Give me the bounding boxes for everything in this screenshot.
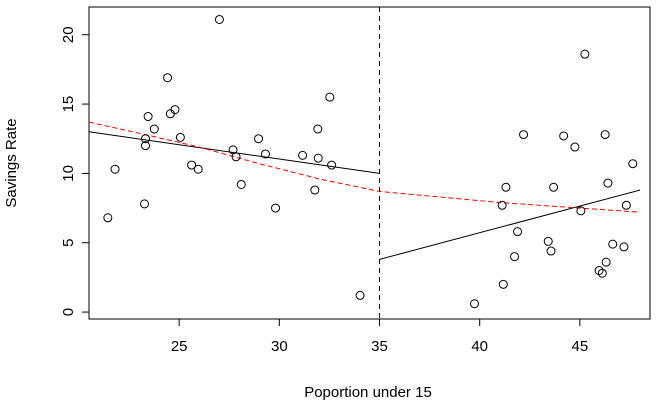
data-point [570,142,580,152]
data-point [261,149,271,159]
y-tick-label: 0 [60,308,77,316]
y-tick-label: 20 [60,26,77,43]
data-point [110,164,120,174]
data-point [621,200,631,210]
data-point [143,112,153,122]
data-point [231,152,241,162]
data-point [603,178,613,188]
data-point [543,236,553,246]
y-axis-label: Savings Rate [3,118,20,207]
data-point [559,131,569,141]
data-point [187,160,197,170]
data-point [175,132,185,142]
data-point [236,179,246,189]
data-point [193,164,203,174]
data-point [608,239,618,249]
data-point [313,124,323,134]
data-point [254,134,264,144]
data-point [594,265,604,275]
data-point [141,141,151,151]
data-point [325,92,335,102]
data-point [510,252,520,262]
data-point [355,290,365,300]
linear-fit-line [88,131,380,174]
x-tick-label: 45 [572,338,589,355]
linear-fit-line [379,189,641,260]
plot-frame [88,6,651,320]
x-tick-label: 30 [271,338,288,355]
data-point [163,73,173,83]
fit-lines [88,7,641,319]
data-point [546,246,556,256]
y-axis: 0 5 10 15 20 [60,26,89,316]
data-point [619,242,629,252]
y-tick-label: 5 [60,239,77,247]
data-point [469,299,479,309]
data-points [103,14,638,309]
data-point [576,206,586,216]
data-point [214,14,224,24]
data-point [149,124,159,134]
data-point [549,182,559,192]
data-point [103,213,113,223]
y-tick-label: 10 [60,165,77,182]
data-point [313,153,323,163]
data-point [601,257,611,267]
data-point [497,200,507,210]
x-axis-label: Poportion under 15 [304,384,432,401]
data-point [298,150,308,160]
y-tick-label: 15 [60,96,77,113]
data-point [165,109,175,119]
data-point [271,203,281,213]
data-point [628,159,638,169]
data-point [310,185,320,195]
data-point [327,160,337,170]
data-point [141,134,151,144]
data-point [139,199,149,209]
smooth-fit-line [88,121,641,213]
x-tick-label: 25 [171,338,188,355]
data-point [498,279,508,289]
data-point [519,130,529,140]
data-point [513,227,523,237]
x-axis: 25 30 35 40 45 [171,319,588,355]
data-point [501,182,511,192]
data-point [600,130,610,140]
x-tick-label: 35 [371,338,388,355]
x-tick-label: 40 [471,338,488,355]
data-point [580,49,590,59]
data-point [597,268,607,278]
data-point [170,105,180,115]
